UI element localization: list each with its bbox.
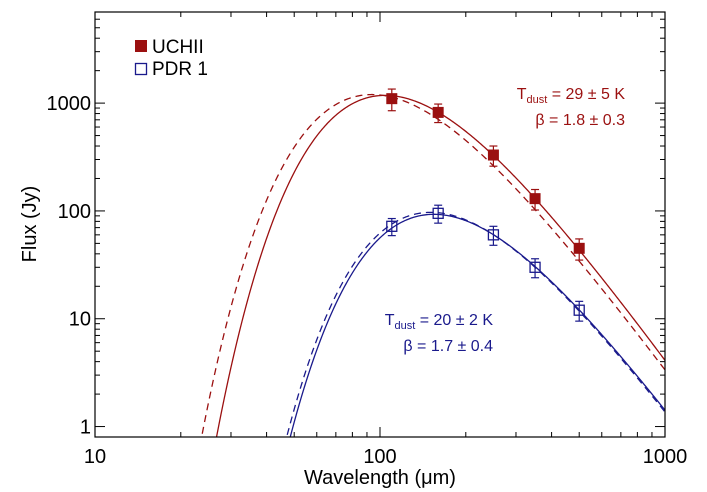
data-point-uchii [487,149,499,161]
fit-curves [200,93,665,437]
y-axis-label: Flux (Jy) [19,186,41,263]
fit-curve-dashed-uchii [200,93,665,437]
x-axis-label: Wavelength (μm) [304,467,456,489]
fit-curve-dashed-pdr1 [286,211,665,437]
annotation-pdr1: Tdust = 20 ± 2 K β = 1.7 ± 0.4 [385,312,494,355]
y-tick-label: 1000 [47,93,92,115]
data-point-uchii [529,193,541,205]
fit-curve-solid-uchii [215,94,665,437]
data-point-pdr1 [529,261,541,273]
annotation-uchii: Tdust = 29 ± 5 K β = 1.8 ± 0.3 [517,86,626,129]
axis-ticks: 10 100 1000 1 10 100 1000 [47,12,688,468]
y-tick-label: 10 [69,309,91,331]
data-point-pdr1 [487,229,500,241]
annotation-uchii-beta: β = 1.8 ± 0.3 [535,112,625,129]
y-tick-label: 100 [58,201,91,223]
x-tick-label: 1000 [643,446,688,468]
annotation-uchii-temperature: Tdust = 29 ± 5 K [517,86,626,106]
data-point-uchii [386,93,398,105]
legend-label-uchii: UCHII [152,37,204,58]
legend-marker-pdr1 [134,62,148,76]
data-points [386,88,585,322]
annotation-pdr1-beta: β = 1.7 ± 0.4 [403,338,493,355]
data-point-uchii [573,242,585,254]
x-tick-label: 100 [363,446,396,468]
data-point-pdr1 [573,304,585,316]
legend-marker-uchii [135,40,147,52]
data-point-pdr1 [432,207,444,219]
legend-label-pdr1: PDR 1 [152,59,208,80]
fit-curve-solid-pdr1 [289,213,665,437]
y-tick-label: 1 [80,417,91,439]
data-point-uchii [432,106,444,118]
legend: UCHII PDR 1 [134,37,208,80]
x-tick-label: 10 [84,446,106,468]
annotation-pdr1-temperature: Tdust = 20 ± 2 K [385,312,494,332]
data-point-pdr1 [386,220,398,232]
plot-frame [94,11,666,438]
